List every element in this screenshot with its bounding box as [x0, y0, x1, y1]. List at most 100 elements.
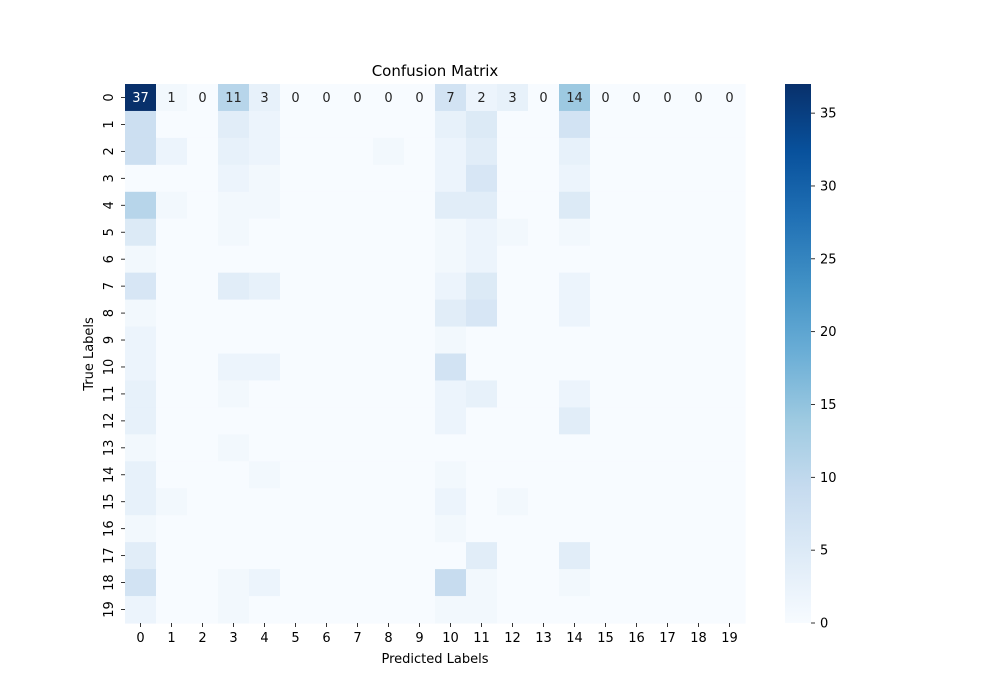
heatmap-cell: [373, 84, 405, 112]
heatmap-cell: [559, 84, 591, 112]
colorbar-tick-label: 25: [820, 252, 837, 267]
heatmap-cell: [404, 569, 436, 597]
heatmap-cell: [621, 110, 653, 139]
heatmap-cell: [280, 542, 312, 570]
cell-annotation: 1: [167, 91, 175, 106]
cell-annotation: 3: [508, 91, 516, 106]
heatmap-cell: [652, 515, 684, 543]
heatmap-cell: [528, 191, 560, 220]
y-tick-label: 13: [102, 440, 117, 457]
heatmap-cell: [559, 110, 591, 139]
colorbar-ticks: 0 5 10 15 20 25 30 35: [811, 107, 837, 632]
heatmap-cell: [714, 137, 746, 166]
heatmap-cell: [714, 461, 746, 489]
heatmap-cell: [590, 218, 622, 247]
heatmap-cell: [497, 380, 529, 408]
heatmap-cell: [218, 407, 250, 435]
y-tick-label: 12: [102, 413, 117, 430]
heatmap-cell: [590, 137, 622, 166]
heatmap-cell: [249, 272, 281, 301]
heatmap-cell: [466, 272, 498, 301]
heatmap-cell: [621, 461, 653, 489]
heatmap-cell: [528, 461, 560, 489]
heatmap-cell: [621, 380, 653, 408]
heatmap-cell: [404, 380, 436, 408]
heatmap-cell: [249, 596, 281, 624]
colorbar-tick-label: 35: [820, 107, 837, 122]
heatmap-cell: [342, 515, 374, 543]
heatmap-cell: [621, 218, 653, 247]
heatmap-cell: [497, 245, 529, 274]
heatmap-cell: [218, 272, 250, 301]
heatmap-cell: [590, 245, 622, 274]
heatmap-cell: [218, 110, 250, 139]
heatmap-cell: [714, 515, 746, 543]
heatmap-cell: [373, 272, 405, 301]
heatmap-cell: [280, 596, 312, 624]
heatmap-cell: [466, 84, 498, 112]
heatmap-cell: [528, 488, 560, 516]
heatmap-cell: [311, 434, 343, 462]
heatmap-cell: [187, 245, 219, 274]
cell-annotation: 0: [322, 91, 330, 106]
colorbar-tick-label: 5: [820, 544, 828, 559]
heatmap-cell: [714, 542, 746, 570]
heatmap-cell: [528, 299, 560, 328]
heatmap-cell: [435, 434, 467, 462]
heatmap-cell: [156, 407, 188, 435]
heatmap-cell: [621, 326, 653, 355]
heatmap-cell: [280, 515, 312, 543]
x-tick-label: 19: [721, 631, 738, 646]
heatmap-cell: [404, 218, 436, 247]
heatmap-cell: [621, 84, 653, 112]
heatmap-cell: [621, 407, 653, 435]
cell-annotation: 0: [632, 91, 640, 106]
y-tick-label: 10: [102, 359, 117, 376]
heatmap-cell: [559, 164, 591, 193]
heatmap-cell: [590, 515, 622, 543]
heatmap-cell: [249, 353, 281, 382]
heatmap-cell: [435, 191, 467, 220]
heatmap-cell: [714, 488, 746, 516]
heatmap-cell: [249, 542, 281, 570]
heatmap-cell: [156, 326, 188, 355]
heatmap-cell: [342, 434, 374, 462]
heatmap-cell: [311, 569, 343, 597]
cell-annotation: 0: [384, 91, 392, 106]
heatmap-cell: [156, 110, 188, 139]
heatmap-cell: [249, 434, 281, 462]
heatmap-cell: [683, 245, 715, 274]
heatmap-cell: [683, 164, 715, 193]
heatmap-cell: [466, 407, 498, 435]
heatmap-cell: [528, 380, 560, 408]
heatmap-cell: [497, 137, 529, 166]
heatmap-cell: [156, 84, 188, 112]
heatmap-cell: [652, 380, 684, 408]
heatmap-cell: [435, 245, 467, 274]
heatmap-cell: [218, 245, 250, 274]
heatmap-cell: [187, 488, 219, 516]
heatmap-cell: [311, 164, 343, 193]
heatmap-cell: [156, 272, 188, 301]
heatmap-cell: [466, 218, 498, 247]
cell-annotation: 0: [291, 91, 299, 106]
heatmap-cell: [280, 84, 312, 112]
heatmap-cell: [218, 542, 250, 570]
heatmap-cell: [125, 488, 157, 516]
heatmap-cell: [373, 515, 405, 543]
heatmap-cell: [125, 461, 157, 489]
colorbar-tick-label: 20: [820, 325, 837, 340]
heatmap-cell: [621, 299, 653, 328]
heatmap-cell: [590, 488, 622, 516]
heatmap-cell: [466, 569, 498, 597]
heatmap-cell: [280, 110, 312, 139]
heatmap-cell: [187, 164, 219, 193]
heatmap-cell: [497, 488, 529, 516]
cell-annotation: 0: [663, 91, 671, 106]
heatmap-cell: [249, 407, 281, 435]
heatmap-cell: [125, 245, 157, 274]
x-tick-label: 4: [260, 631, 268, 646]
heatmap-cell: [342, 353, 374, 382]
heatmap-cell: [590, 353, 622, 382]
heatmap-cell: [528, 110, 560, 139]
